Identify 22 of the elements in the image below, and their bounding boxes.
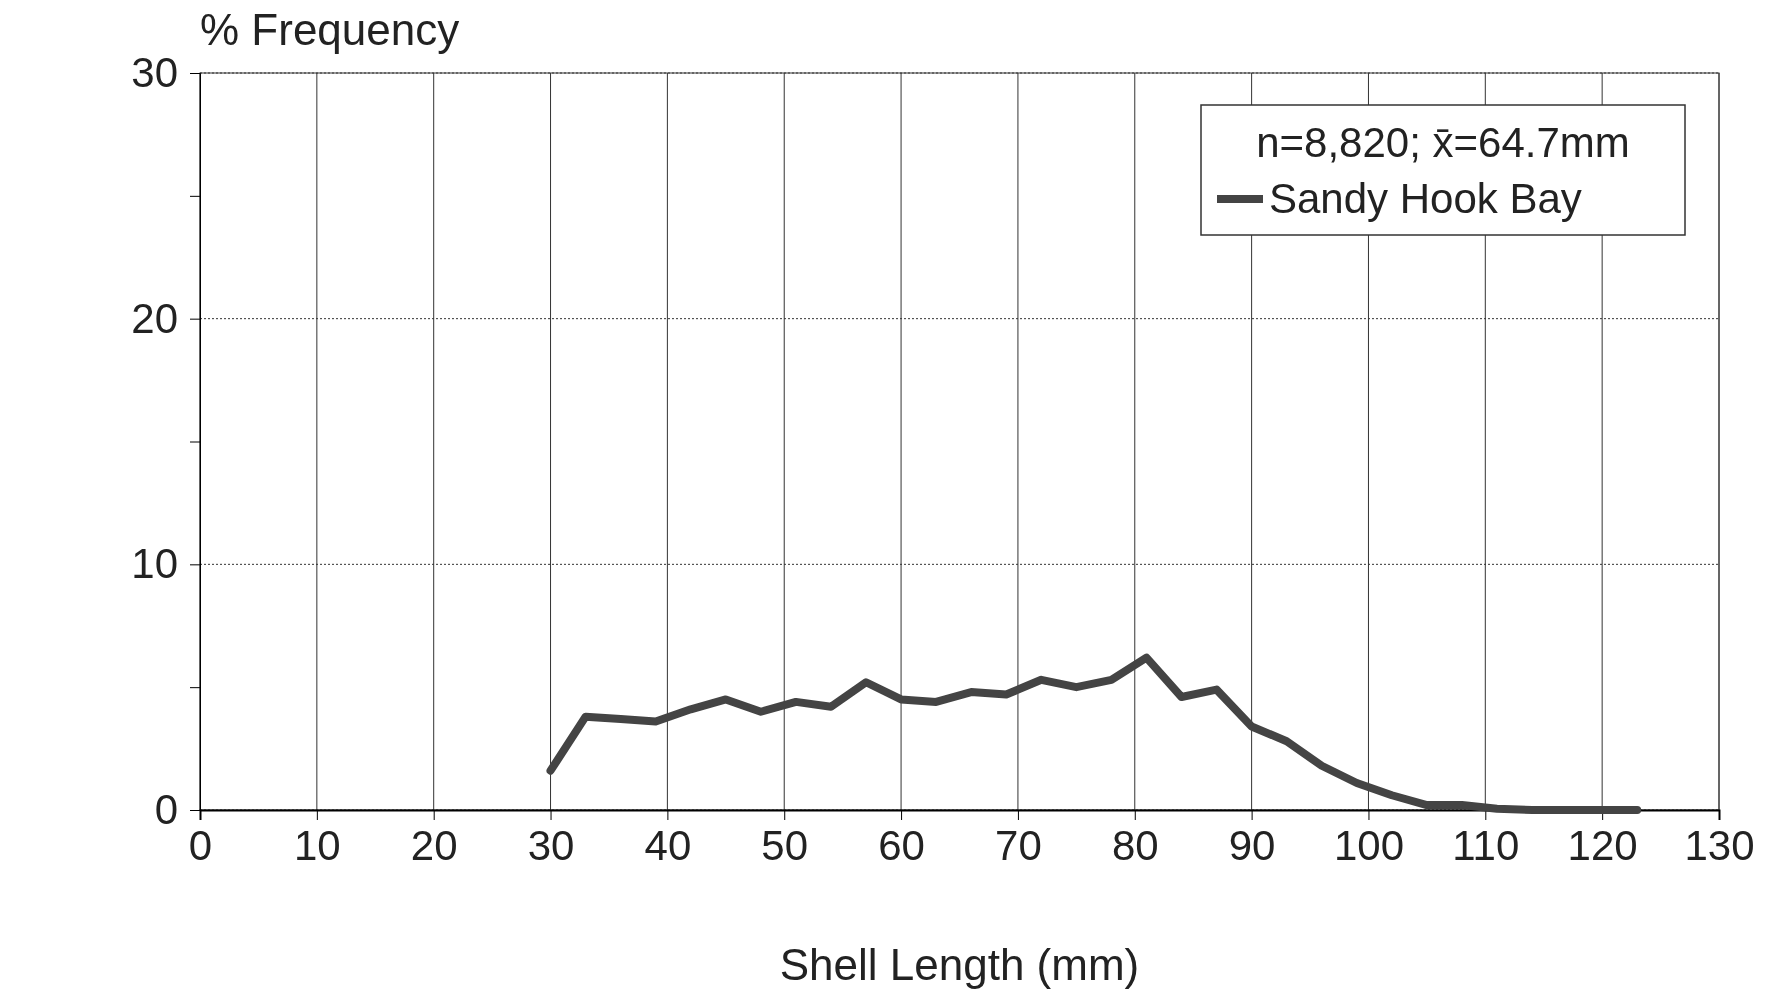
x-tick-label: 80 xyxy=(1111,821,1159,869)
x-tick-label: 20 xyxy=(410,821,458,869)
x-tick-label: 120 xyxy=(1567,821,1638,869)
y-tick-label: 20 xyxy=(131,294,178,342)
x-tick-label: 70 xyxy=(995,821,1042,869)
x-tick-label: 60 xyxy=(878,821,925,869)
x-axis-title: Shell Length (mm) xyxy=(779,940,1140,989)
x-tick-label: 50 xyxy=(761,821,809,869)
y-tick-label: 30 xyxy=(131,48,178,96)
x-tick-label: 10 xyxy=(293,821,341,869)
x-tick-label: 130 xyxy=(1684,821,1755,869)
y-axis-title: % Frequency xyxy=(200,5,460,54)
x-tick-label: 90 xyxy=(1228,821,1276,869)
x-tick-label: 40 xyxy=(644,821,692,869)
x-tick-label: 0 xyxy=(188,821,213,869)
x-tick-label: 110 xyxy=(1452,821,1520,869)
y-tick-label: 0 xyxy=(154,785,178,833)
x-tick-label: 100 xyxy=(1333,821,1404,869)
x-tick-label: 30 xyxy=(527,821,575,869)
legend-title: n=8,820; x̄=64.7mm xyxy=(1256,119,1630,166)
legend-label: Sandy Hook Bay xyxy=(1269,175,1582,222)
y-tick-label: 10 xyxy=(131,540,178,588)
